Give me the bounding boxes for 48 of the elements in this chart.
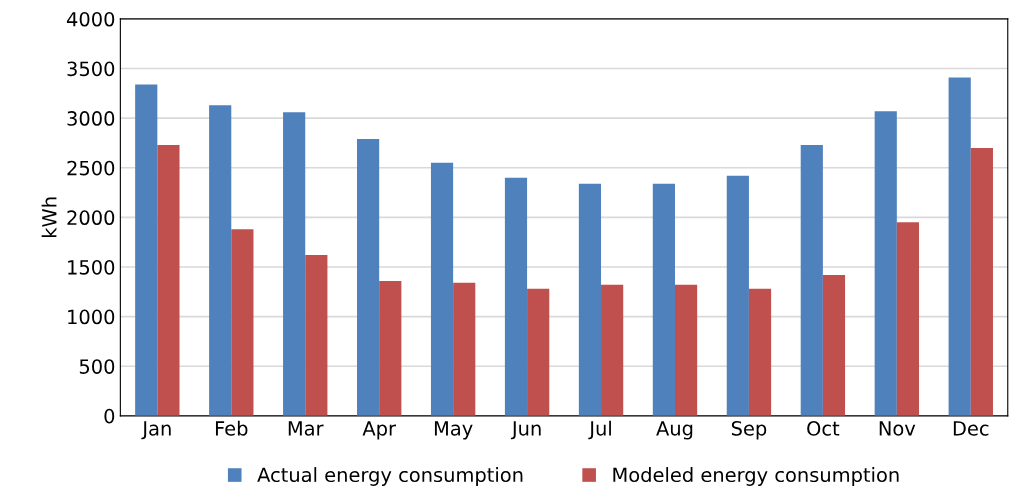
x-tick-label: Mar bbox=[288, 421, 324, 436]
bar bbox=[896, 222, 920, 416]
bar bbox=[601, 284, 624, 416]
x-tick-label: May bbox=[434, 421, 473, 440]
bar bbox=[726, 175, 749, 416]
bar bbox=[948, 77, 971, 416]
y-tick-label: 0 bbox=[104, 408, 115, 424]
x-tick-label: Jan bbox=[141, 421, 171, 440]
y-tick-label: 1000 bbox=[68, 309, 115, 325]
y-axis-title: kWh bbox=[41, 197, 57, 238]
bar bbox=[379, 280, 402, 416]
y-tick-label: 3000 bbox=[67, 111, 115, 126]
bar bbox=[800, 144, 823, 416]
bar bbox=[874, 111, 897, 416]
x-tick-label: Feb bbox=[215, 420, 248, 436]
y-tick-label: 2500 bbox=[67, 160, 115, 176]
x-tick-label: Oct bbox=[807, 421, 840, 436]
bar bbox=[652, 183, 675, 416]
bar bbox=[157, 144, 180, 416]
bar bbox=[453, 282, 476, 416]
bar bbox=[231, 229, 254, 416]
x-tick-label: Jul bbox=[588, 420, 611, 440]
y-tick-label: 500 bbox=[79, 359, 115, 374]
x-tick-label: Nov bbox=[879, 421, 916, 436]
x-tick-label: Apr bbox=[362, 421, 396, 440]
bar bbox=[357, 138, 380, 416]
bar bbox=[578, 183, 602, 416]
x-tick-label: Dec bbox=[953, 421, 989, 436]
legend-label: Actual energy consumption bbox=[257, 467, 523, 486]
y-tick-label: 3500 bbox=[67, 61, 115, 77]
bar bbox=[209, 105, 232, 416]
x-tick-label: Aug bbox=[656, 421, 693, 440]
bar bbox=[822, 274, 846, 416]
y-tick-label: 4000 bbox=[66, 11, 115, 27]
bar bbox=[748, 288, 772, 416]
bar bbox=[283, 112, 306, 416]
bar bbox=[504, 177, 528, 416]
y-tick-label: 1500 bbox=[68, 259, 115, 275]
y-tick-label: 2000 bbox=[67, 210, 115, 226]
x-tick-label: Jun bbox=[510, 421, 541, 440]
bar bbox=[305, 255, 328, 416]
x-tick-label: Sep bbox=[731, 421, 767, 440]
bar bbox=[674, 284, 698, 416]
bar bbox=[970, 147, 993, 416]
bar bbox=[430, 162, 454, 416]
bar bbox=[527, 288, 550, 416]
bar bbox=[135, 84, 158, 416]
legend-label: Modeled energy consumption bbox=[613, 467, 899, 486]
